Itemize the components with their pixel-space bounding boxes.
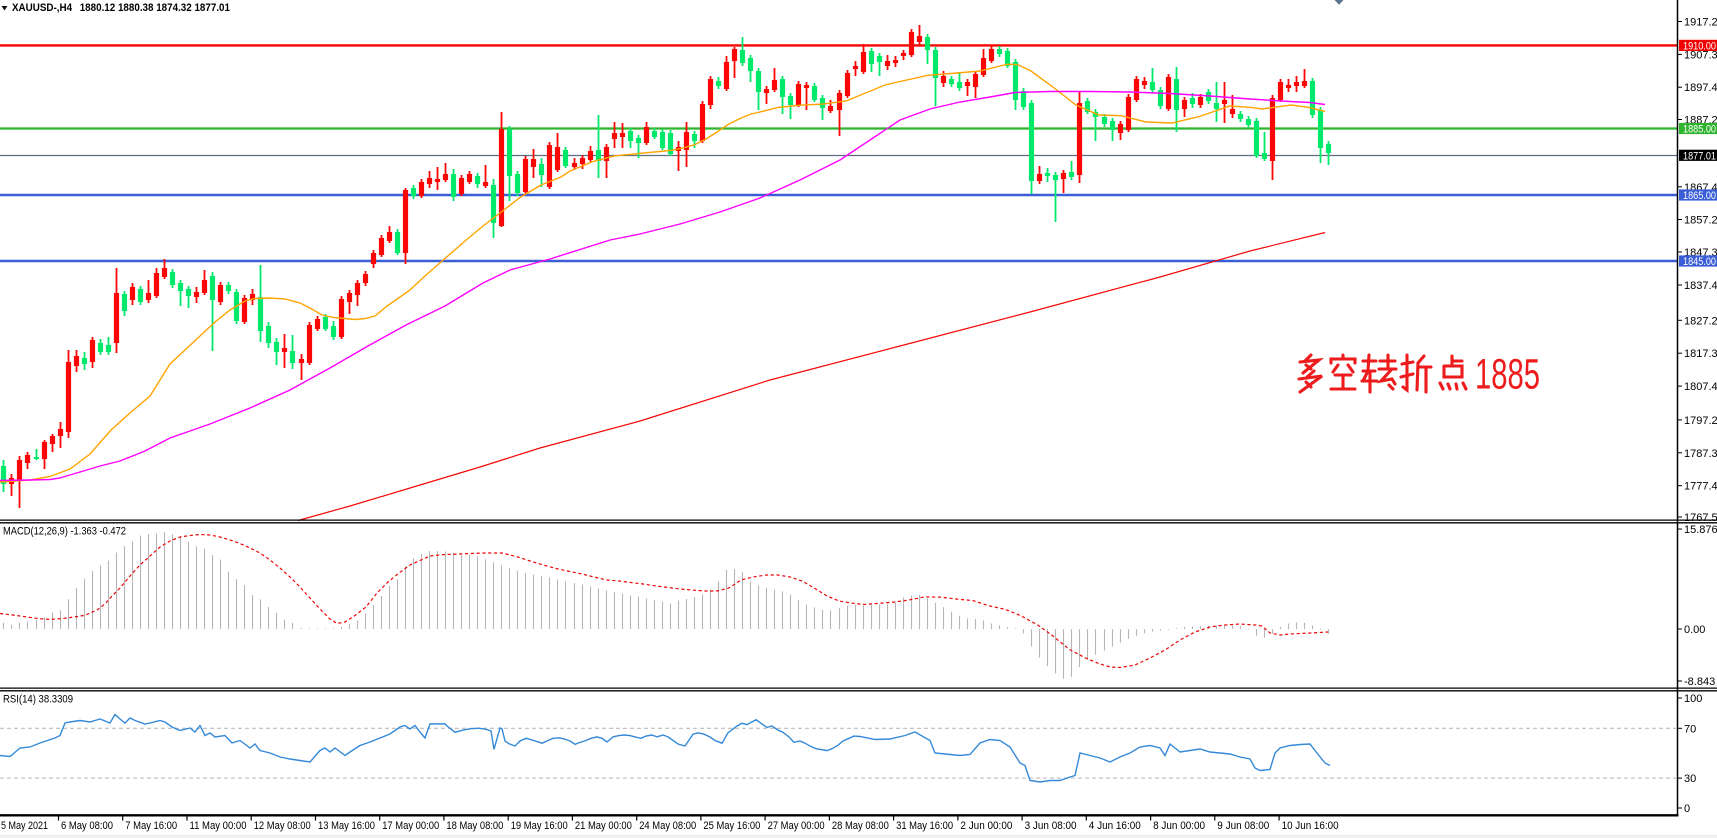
svg-text:18 May 08:00: 18 May 08:00 <box>446 820 503 832</box>
svg-text:1817.30: 1817.30 <box>1684 348 1717 360</box>
svg-text:1907.30: 1907.30 <box>1684 49 1717 61</box>
svg-text:21 May 00:00: 21 May 00:00 <box>575 820 632 832</box>
svg-text:31 May 16:00: 31 May 16:00 <box>896 820 953 832</box>
svg-text:1797.20: 1797.20 <box>1684 415 1717 427</box>
svg-text:17 May 00:00: 17 May 00:00 <box>382 820 439 832</box>
svg-text:1885: 1885 <box>1475 351 1540 399</box>
svg-text:1767.50: 1767.50 <box>1684 512 1717 524</box>
svg-text:13 May 16:00: 13 May 16:00 <box>318 820 375 832</box>
svg-text:24 May 08:00: 24 May 08:00 <box>639 820 696 832</box>
svg-text:70: 70 <box>1684 723 1696 735</box>
svg-text:0: 0 <box>1684 803 1690 815</box>
svg-text:11 May 00:00: 11 May 00:00 <box>190 820 247 832</box>
svg-text:MACD(12,26,9) -1.363 -0.472: MACD(12,26,9) -1.363 -0.472 <box>3 526 126 538</box>
svg-text:7 May 16:00: 7 May 16:00 <box>125 820 177 832</box>
svg-text:-8.843: -8.843 <box>1684 676 1715 688</box>
svg-text:1885.00: 1885.00 <box>1683 124 1716 136</box>
svg-text:100: 100 <box>1684 693 1702 705</box>
svg-text:1910.00: 1910.00 <box>1683 40 1716 52</box>
svg-text:1777.40: 1777.40 <box>1684 481 1717 493</box>
svg-text:1897.40: 1897.40 <box>1684 82 1717 94</box>
svg-text:XAUUSD-,H4 1880.12 1880.38 18: XAUUSD-,H4 1880.12 1880.38 1874.32 1877.… <box>12 2 230 14</box>
svg-text:1857.20: 1857.20 <box>1684 215 1717 227</box>
svg-text:28 May 08:00: 28 May 08:00 <box>832 820 889 832</box>
svg-text:RSI(14) 38.3309: RSI(14) 38.3309 <box>3 694 73 706</box>
svg-text:1865.00: 1865.00 <box>1683 190 1716 202</box>
svg-text:4 Jun 16:00: 4 Jun 16:00 <box>1089 820 1141 832</box>
svg-text:1877.01: 1877.01 <box>1683 150 1716 162</box>
svg-text:8 Jun 00:00: 8 Jun 00:00 <box>1153 820 1205 832</box>
svg-text:10 Jun 16:00: 10 Jun 16:00 <box>1282 820 1339 832</box>
svg-text:19 May 16:00: 19 May 16:00 <box>511 820 568 832</box>
svg-text:2 Jun 00:00: 2 Jun 00:00 <box>960 820 1012 832</box>
svg-text:27 May 00:00: 27 May 00:00 <box>768 820 825 832</box>
svg-text:12 May 08:00: 12 May 08:00 <box>254 820 311 832</box>
svg-text:1787.30: 1787.30 <box>1684 448 1717 460</box>
svg-text:1807.40: 1807.40 <box>1684 381 1717 393</box>
svg-text:5 May 2021: 5 May 2021 <box>1 820 48 832</box>
svg-text:15.876: 15.876 <box>1684 524 1717 536</box>
svg-text:3 Jun 08:00: 3 Jun 08:00 <box>1025 820 1077 832</box>
svg-text:6 May 08:00: 6 May 08:00 <box>61 820 113 832</box>
svg-text:0.00: 0.00 <box>1684 624 1705 636</box>
svg-text:25 May 16:00: 25 May 16:00 <box>703 820 760 832</box>
svg-text:9 Jun 08:00: 9 Jun 08:00 <box>1217 820 1269 832</box>
svg-text:1837.40: 1837.40 <box>1684 280 1717 292</box>
svg-text:1827.20: 1827.20 <box>1684 315 1717 327</box>
svg-text:30: 30 <box>1684 773 1696 785</box>
svg-text:1845.00: 1845.00 <box>1683 256 1716 268</box>
svg-text:1917.20: 1917.20 <box>1684 17 1717 29</box>
